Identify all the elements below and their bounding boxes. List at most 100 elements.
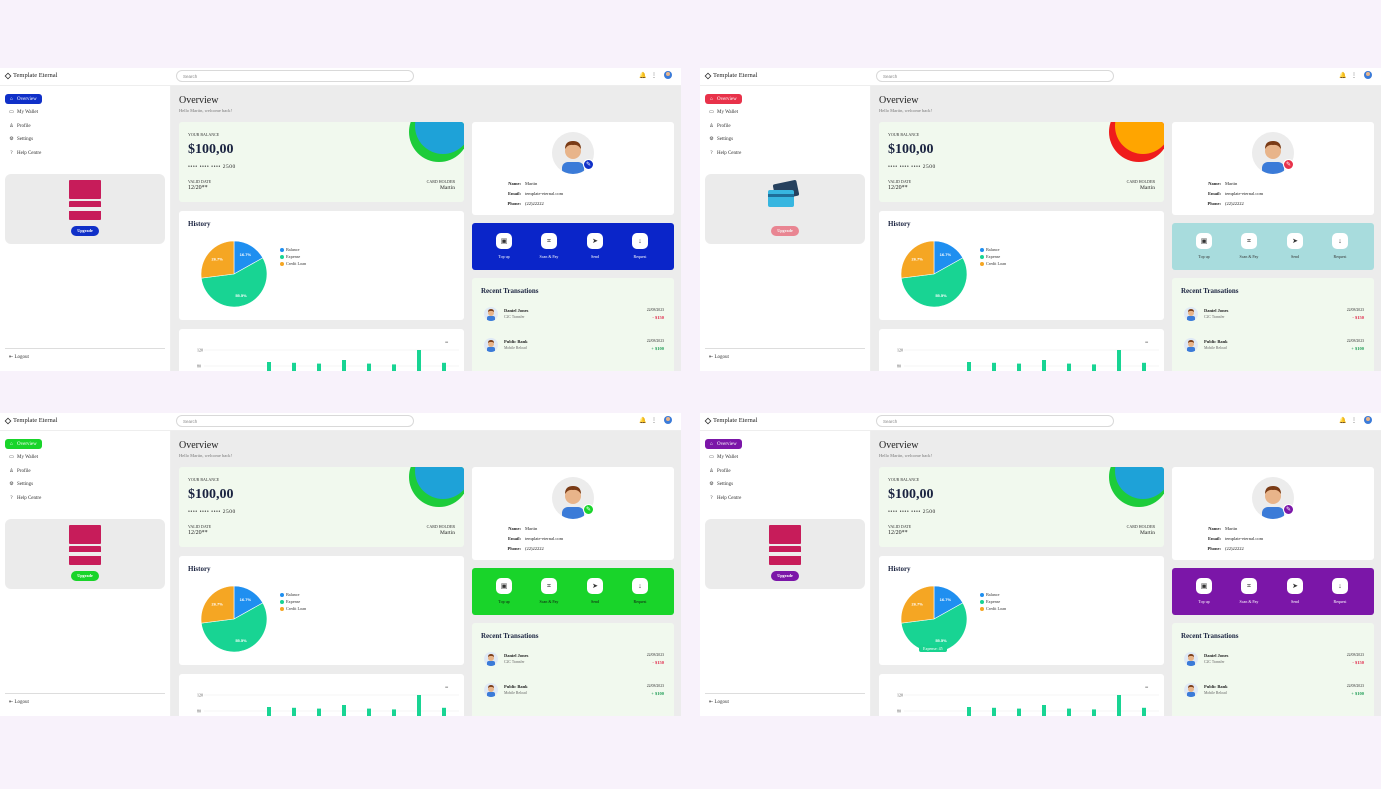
legend-item[interactable]: Credit Loan [280, 260, 306, 267]
notification-bell-icon[interactable]: 🔔 [639, 418, 647, 424]
bar[interactable] [1017, 363, 1021, 371]
send-button[interactable]: ➤ Send [585, 578, 605, 604]
top-up-button[interactable]: ▣ Top up [1194, 578, 1214, 604]
sidebar-item-overview[interactable]: ⌂ Overview [5, 94, 42, 104]
legend-item[interactable]: Expense [280, 253, 306, 260]
bar[interactable] [1067, 363, 1071, 371]
legend-item[interactable]: Expense [980, 253, 1006, 260]
pie-slice-credit-loan[interactable] [200, 585, 235, 624]
bar[interactable] [342, 360, 346, 371]
pie-slice-expense[interactable] [900, 257, 968, 308]
edit-avatar-icon[interactable]: ✎ [1283, 159, 1294, 170]
legend-item[interactable]: Expense [980, 598, 1006, 605]
bar[interactable] [342, 705, 346, 716]
avatar[interactable] [664, 71, 672, 79]
bar[interactable] [1142, 362, 1146, 371]
bar[interactable] [992, 362, 996, 371]
notification-bell-icon[interactable]: 🔔 [639, 73, 647, 79]
search-input[interactable]: Search [176, 70, 414, 82]
bar[interactable] [367, 708, 371, 716]
sidebar-item-profile[interactable]: ♙ Profile [705, 121, 730, 131]
request-button[interactable]: ↓ Request [630, 233, 650, 259]
legend-item[interactable]: Balance [980, 591, 1006, 598]
top-up-button[interactable]: ▣ Top up [494, 233, 514, 259]
sidebar-item-overview[interactable]: ⌂ Overview [705, 439, 742, 449]
logout-button[interactable]: ⇤ Logout [709, 354, 729, 360]
legend-item[interactable]: Expense [280, 598, 306, 605]
sidebar-item-profile[interactable]: ♙ Profile [5, 121, 30, 131]
bar[interactable] [267, 362, 271, 371]
avatar[interactable] [664, 416, 672, 424]
bar[interactable] [392, 364, 396, 371]
request-button[interactable]: ↓ Request [1330, 233, 1350, 259]
bar[interactable] [417, 695, 421, 716]
chart-menu-icon[interactable]: ≡ [445, 340, 449, 346]
top-up-button[interactable]: ▣ Top up [494, 578, 514, 604]
legend-item[interactable]: Balance [280, 591, 306, 598]
bar[interactable] [1042, 705, 1046, 716]
sidebar-item-my-wallet[interactable]: ▭ My Wallet [5, 107, 38, 117]
upgrade-button[interactable]: Upgrade [771, 226, 799, 236]
chart-menu-icon[interactable]: ≡ [1145, 685, 1149, 691]
brand[interactable]: Template Eternal [4, 417, 57, 424]
more-options-icon[interactable]: ⋮ [1351, 73, 1357, 79]
pie-slice-credit-loan[interactable] [900, 585, 935, 624]
bar[interactable] [967, 707, 971, 716]
bar[interactable] [1117, 695, 1121, 716]
request-button[interactable]: ↓ Request [1330, 578, 1350, 604]
pie-slice-expense[interactable] [200, 602, 268, 653]
bar[interactable] [1067, 708, 1071, 716]
brand[interactable]: Template Eternal [704, 72, 757, 79]
bar[interactable] [1117, 350, 1121, 371]
more-options-icon[interactable]: ⋮ [1351, 418, 1357, 424]
bar[interactable] [1142, 707, 1146, 716]
request-button[interactable]: ↓ Request [630, 578, 650, 604]
chart-menu-icon[interactable]: ≡ [445, 685, 449, 691]
bar[interactable] [992, 707, 996, 716]
more-options-icon[interactable]: ⋮ [651, 73, 657, 79]
sidebar-item-profile[interactable]: ♙ Profile [705, 466, 730, 476]
bar[interactable] [442, 362, 446, 371]
legend-item[interactable]: Balance [280, 246, 306, 253]
sidebar-item-help-centre[interactable]: ? Help Centre [5, 493, 41, 503]
edit-avatar-icon[interactable]: ✎ [1283, 504, 1294, 515]
chart-menu-icon[interactable]: ≡ [1145, 340, 1149, 346]
legend-item[interactable]: Credit Loan [980, 605, 1006, 612]
bar[interactable] [292, 362, 296, 371]
logout-button[interactable]: ⇤ Logout [9, 354, 29, 360]
pie-slice-credit-loan[interactable] [200, 240, 235, 279]
list-item[interactable]: Public Bank Mobile Reload 22/08/2023 + $… [484, 338, 666, 358]
edit-avatar-icon[interactable]: ✎ [583, 504, 594, 515]
bar[interactable] [1042, 360, 1046, 371]
legend-item[interactable]: Credit Loan [280, 605, 306, 612]
list-item[interactable]: Daniel Jones C2C Transfer 22/08/2023 - $… [484, 652, 666, 672]
pie-slice-credit-loan[interactable] [900, 240, 935, 279]
list-item[interactable]: Daniel Jones C2C Transfer 22/08/2023 - $… [1184, 307, 1366, 327]
legend-item[interactable]: Balance [980, 246, 1006, 253]
scan-pay-button[interactable]: ⌗ Scan & Pay [1239, 578, 1259, 604]
legend-item[interactable]: Credit Loan [980, 260, 1006, 267]
sidebar-item-overview[interactable]: ⌂ Overview [705, 94, 742, 104]
bar[interactable] [417, 350, 421, 371]
bar[interactable] [1092, 709, 1096, 716]
send-button[interactable]: ➤ Send [1285, 233, 1305, 259]
top-up-button[interactable]: ▣ Top up [1194, 233, 1214, 259]
send-button[interactable]: ➤ Send [585, 233, 605, 259]
sidebar-item-help-centre[interactable]: ? Help Centre [705, 148, 741, 158]
scan-pay-button[interactable]: ⌗ Scan & Pay [1239, 233, 1259, 259]
sidebar-item-my-wallet[interactable]: ▭ My Wallet [705, 107, 738, 117]
bar[interactable] [392, 709, 396, 716]
sidebar-item-help-centre[interactable]: ? Help Centre [705, 493, 741, 503]
list-item[interactable]: Daniel Jones C2C Transfer 22/08/2023 - $… [484, 307, 666, 327]
bar[interactable] [1092, 364, 1096, 371]
search-input[interactable]: Search [876, 70, 1114, 82]
logout-button[interactable]: ⇤ Logout [709, 699, 729, 705]
bar[interactable] [317, 708, 321, 716]
sidebar-item-settings[interactable]: ⚙ Settings [705, 479, 733, 489]
sidebar-item-overview[interactable]: ⌂ Overview [5, 439, 42, 449]
notification-bell-icon[interactable]: 🔔 [1339, 73, 1347, 79]
scan-pay-button[interactable]: ⌗ Scan & Pay [539, 233, 559, 259]
sidebar-item-my-wallet[interactable]: ▭ My Wallet [5, 452, 38, 462]
brand[interactable]: Template Eternal [4, 72, 57, 79]
search-input[interactable]: Search [176, 415, 414, 427]
